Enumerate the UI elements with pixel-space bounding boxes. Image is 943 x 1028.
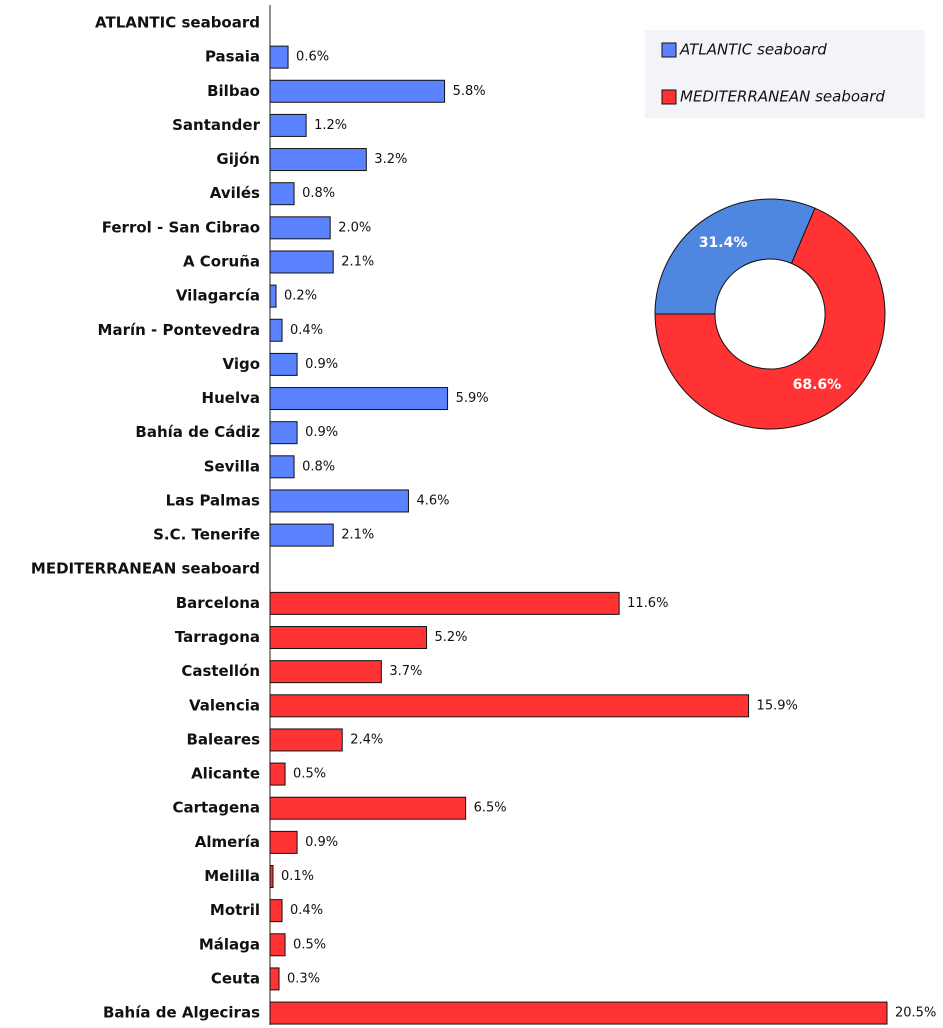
pie-label: 68.6% xyxy=(793,377,842,393)
bar xyxy=(269,626,428,650)
bar xyxy=(269,967,280,991)
value-label: 0.6% xyxy=(296,50,329,65)
value-label: 0.8% xyxy=(302,186,335,201)
bar xyxy=(269,694,750,718)
value-label: 0.4% xyxy=(290,323,323,338)
bar xyxy=(269,523,334,547)
bar xyxy=(269,899,283,923)
value-label: 5.9% xyxy=(456,391,489,406)
category-label: S.C. Tenerife xyxy=(153,526,260,544)
bar xyxy=(269,284,277,308)
value-label: 0.5% xyxy=(293,937,326,952)
category-label: Santander xyxy=(172,116,260,134)
bar xyxy=(269,489,409,513)
value-label: 0.1% xyxy=(281,869,314,884)
bar xyxy=(269,182,295,206)
category-label: A Coruña xyxy=(183,252,260,270)
category-label: Melilla xyxy=(204,867,260,885)
category-label: Vigo xyxy=(222,355,260,373)
pie-slice xyxy=(654,198,816,315)
bar xyxy=(269,455,295,479)
category-label: MEDITERRANEAN seaboard xyxy=(31,560,260,578)
category-label: Sevilla xyxy=(204,457,260,475)
category-label: Bilbao xyxy=(207,82,260,100)
bar xyxy=(269,728,343,752)
value-label: 0.3% xyxy=(287,971,320,986)
value-label: 0.5% xyxy=(293,767,326,782)
bar xyxy=(269,216,331,240)
legend-box xyxy=(645,30,925,118)
value-label: 0.2% xyxy=(284,289,317,304)
category-label: ATLANTIC seaboard xyxy=(95,14,260,32)
bar xyxy=(269,796,467,820)
bar xyxy=(269,79,446,103)
value-label: 20.5% xyxy=(895,1006,936,1021)
value-label: 11.6% xyxy=(627,596,668,611)
value-label: 2.0% xyxy=(338,220,371,235)
bar xyxy=(269,1001,888,1025)
category-label: Cartagena xyxy=(172,799,260,817)
pie-slice xyxy=(654,207,886,430)
value-label: 5.8% xyxy=(453,84,486,99)
category-label: Bahía de Algeciras xyxy=(103,1004,260,1022)
legend-swatch xyxy=(661,89,677,105)
bar xyxy=(269,591,620,615)
pie-label: 31.4% xyxy=(699,235,748,251)
bar xyxy=(269,660,382,684)
category-label: Huelva xyxy=(202,389,260,407)
value-label: 0.9% xyxy=(305,835,338,850)
bar xyxy=(269,148,367,172)
bar xyxy=(269,352,298,376)
category-label: Tarragona xyxy=(175,628,260,646)
value-label: 0.4% xyxy=(290,903,323,918)
category-label: Marín - Pontevedra xyxy=(98,321,260,339)
category-label: Bahía de Cádiz xyxy=(135,423,260,441)
value-label: 2.4% xyxy=(350,732,383,747)
category-label: Gijón xyxy=(216,150,260,168)
category-label: Avilés xyxy=(210,184,260,202)
bar xyxy=(269,830,298,854)
bar xyxy=(269,250,334,274)
legend-label: MEDITERRANEAN seaboard xyxy=(680,88,885,106)
category-label: Valencia xyxy=(189,696,260,714)
bar xyxy=(269,318,283,342)
value-label: 0.8% xyxy=(302,459,335,474)
category-label: Ferrol - San Cibrao xyxy=(102,218,260,236)
category-label: Málaga xyxy=(199,935,260,953)
value-label: 0.9% xyxy=(305,425,338,440)
value-label: 5.2% xyxy=(435,630,468,645)
category-label: Baleares xyxy=(187,730,261,748)
value-label: 6.5% xyxy=(474,801,507,816)
value-label: 0.9% xyxy=(305,357,338,372)
bar xyxy=(269,933,286,957)
value-label: 4.6% xyxy=(416,493,449,508)
value-label: 3.2% xyxy=(374,152,407,167)
category-label: Castellón xyxy=(181,662,260,680)
bar xyxy=(269,387,449,411)
value-label: 3.7% xyxy=(389,664,422,679)
legend-label: ATLANTIC seaboard xyxy=(679,41,827,59)
bar xyxy=(269,865,274,888)
value-label: 2.1% xyxy=(341,254,374,269)
legend-swatch xyxy=(661,42,677,58)
category-label: Almería xyxy=(195,833,260,851)
category-label: Pasaia xyxy=(205,48,260,66)
category-label: Ceuta xyxy=(211,969,260,987)
bar xyxy=(269,762,286,786)
bar xyxy=(269,421,298,445)
category-label: Barcelona xyxy=(176,594,260,612)
category-label: Las Palmas xyxy=(166,491,260,509)
value-label: 1.2% xyxy=(314,118,347,133)
bar xyxy=(269,113,307,137)
category-label: Motril xyxy=(210,901,260,919)
value-label: 2.1% xyxy=(341,528,374,543)
bar xyxy=(269,45,289,69)
value-label: 15.9% xyxy=(757,698,798,713)
category-label: Vilagarcía xyxy=(176,287,260,305)
category-label: Alicante xyxy=(191,765,260,783)
